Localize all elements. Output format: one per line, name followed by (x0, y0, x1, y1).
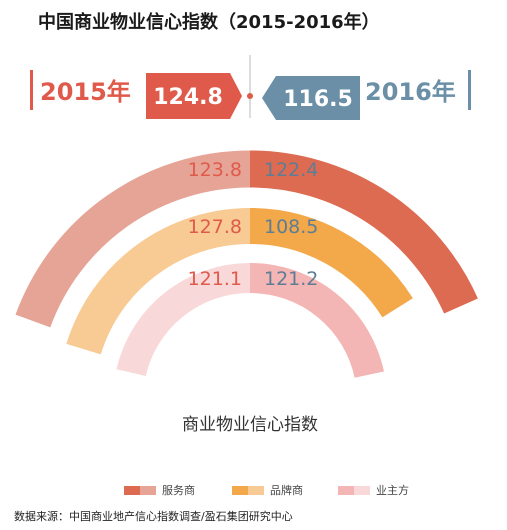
value-2016-2: 108.5 (264, 216, 318, 238)
arc-2015-3 (116, 263, 251, 377)
legend-swatch (124, 485, 140, 495)
value-2016-3: 121.2 (264, 268, 318, 290)
legend-swatch (248, 485, 264, 495)
center-dot (247, 93, 253, 99)
right-value-box: 116.5 (262, 76, 360, 120)
legend-item: 服务商 (124, 484, 195, 497)
arc-2016-1 (249, 150, 478, 314)
right-year-label: 2016年 (365, 78, 456, 106)
legend-swatch (140, 485, 156, 495)
right-year-marker (468, 70, 471, 110)
legend-label: 业主方 (376, 484, 409, 497)
half-donut-chart: 123.8 122.4 127.8 108.5 121.1 121.2 124.8 116… (15, 55, 478, 435)
left-value-box: 124.8 (146, 73, 242, 119)
right-value: 116.5 (283, 87, 353, 112)
arc-2016-2 (249, 208, 413, 318)
legend-swatch (232, 485, 248, 495)
left-value: 124.8 (153, 85, 223, 110)
legend-swatch (338, 485, 354, 495)
arc-2015-2 (66, 208, 251, 355)
arc-2015-1 (15, 150, 251, 328)
center-label: 商业物业信心指数 (182, 415, 318, 435)
arc-2016-3 (249, 263, 384, 379)
value-2015-3: 121.1 (188, 268, 242, 290)
value-2015-1: 123.8 (188, 159, 242, 181)
legend-item: 品牌商 (232, 484, 303, 497)
source-note: 数据来源：中国商业地产信心指数调查/盈石集团研究中心 (14, 510, 293, 523)
legend-item: 业主方 (338, 484, 409, 497)
left-year-label: 2015年 (40, 78, 131, 106)
value-2016-1: 122.4 (264, 159, 318, 181)
left-year-marker (30, 70, 33, 110)
legend-label: 品牌商 (270, 484, 303, 497)
legend-label: 服务商 (162, 484, 195, 497)
value-2015-2: 127.8 (188, 216, 242, 238)
chart-title: 中国商业物业信心指数（2015-2016年） (38, 12, 380, 33)
legend-swatch (354, 485, 370, 495)
